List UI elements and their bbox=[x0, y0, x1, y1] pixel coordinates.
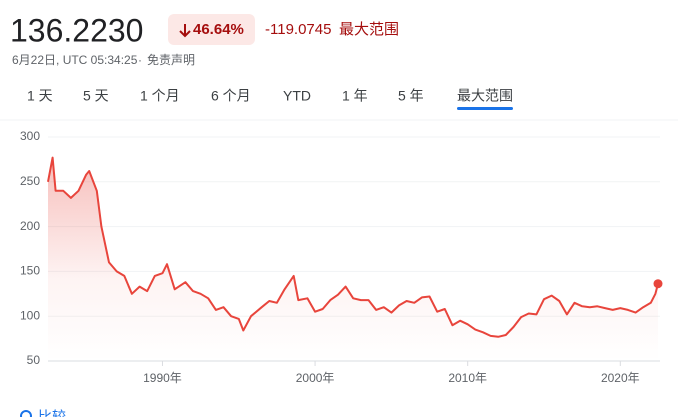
x-tick-label: 2000年 bbox=[296, 371, 335, 385]
tab-underline bbox=[457, 107, 513, 110]
x-tick-label: 2020年 bbox=[601, 371, 640, 385]
price-area bbox=[48, 157, 658, 361]
compare[interactable]: 比较 bbox=[38, 409, 66, 417]
compare-icon bbox=[20, 410, 32, 417]
range-tab[interactable]: 最大范围 bbox=[457, 88, 513, 104]
range-tab[interactable]: 5 天 bbox=[83, 88, 109, 104]
change-percent: 46.64% bbox=[193, 21, 244, 38]
y-tick-label: 150 bbox=[20, 264, 40, 278]
y-tick-label: 50 bbox=[27, 353, 41, 367]
x-tick-label: 1990年 bbox=[143, 371, 182, 385]
range-tab[interactable]: 1 年 bbox=[342, 88, 368, 104]
y-tick-label: 300 bbox=[20, 129, 40, 143]
range-tab[interactable]: 1 天 bbox=[27, 88, 53, 104]
range-label: 最大范围 bbox=[339, 21, 399, 38]
y-tick-label: 250 bbox=[20, 174, 40, 188]
last-point bbox=[653, 279, 663, 289]
x-tick-label: 2010年 bbox=[448, 371, 487, 385]
price: 136.2230 bbox=[10, 12, 143, 48]
range-tab[interactable]: YTD bbox=[283, 88, 311, 104]
separator: · bbox=[138, 53, 142, 67]
down-arrow bbox=[179, 24, 191, 38]
y-tick-label: 100 bbox=[20, 308, 40, 322]
range-tab[interactable]: 5 年 bbox=[398, 88, 424, 104]
range-tab[interactable]: 6 个月 bbox=[211, 88, 251, 104]
disclaimer[interactable]: 免责声明 bbox=[147, 52, 195, 67]
change-badge bbox=[168, 14, 255, 45]
range-tab[interactable]: 1 个月 bbox=[140, 88, 180, 104]
change: -119.0745 bbox=[265, 21, 331, 38]
price-line bbox=[47, 156, 659, 338]
timestamp: 6月22日, UTC 05:34:25 bbox=[12, 53, 138, 67]
y-tick-label: 200 bbox=[20, 219, 40, 233]
